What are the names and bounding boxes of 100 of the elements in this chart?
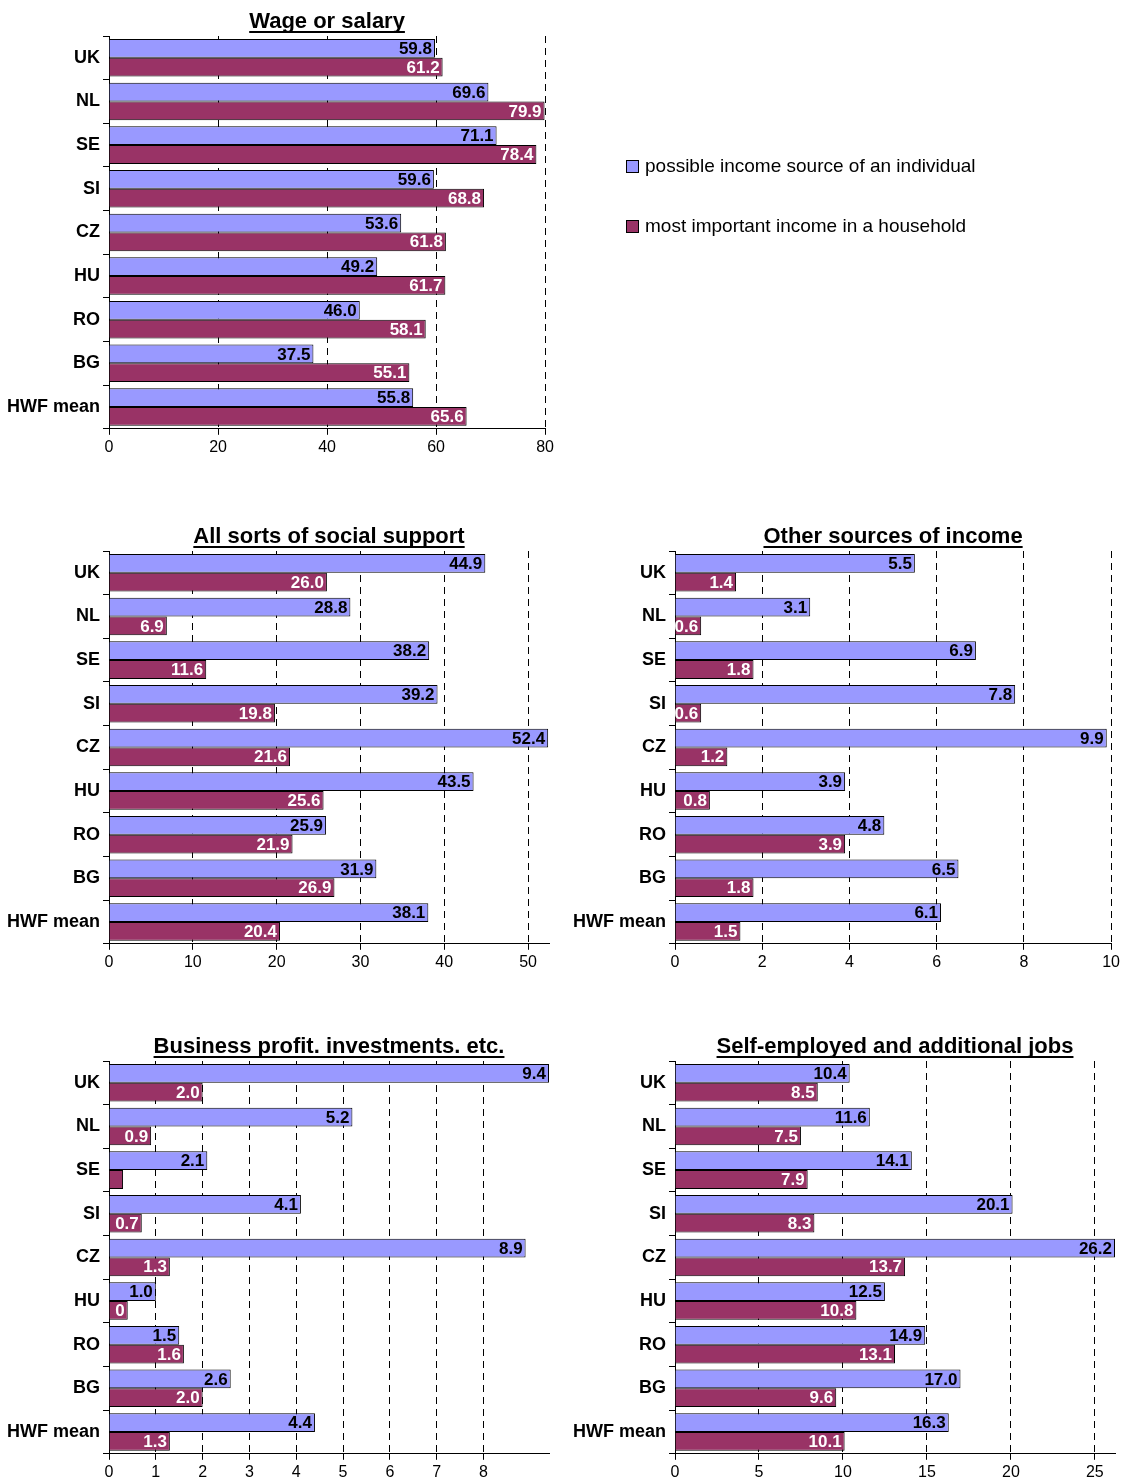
data-label: 71.1 — [460, 126, 494, 146]
data-label: 26.9 — [298, 878, 332, 898]
x-tick-label: 8 — [1019, 952, 1029, 970]
data-label: 6.9 — [949, 641, 973, 661]
x-tick-label: 25 — [1085, 1462, 1104, 1480]
data-label: 20.1 — [976, 1195, 1010, 1215]
x-tick-label: 2 — [757, 952, 767, 970]
data-label: 61.2 — [406, 57, 440, 77]
x-tick-label: 6 — [932, 952, 942, 970]
x-tick-label: 6 — [385, 1462, 395, 1480]
data-label: 10.4 — [813, 1064, 848, 1084]
y-tick-label: SE — [641, 1159, 667, 1180]
data-label: 10.1 — [808, 1432, 842, 1452]
data-label: 25.9 — [289, 815, 324, 835]
data-label: 52.4 — [512, 728, 546, 748]
x-tick-label: 10 — [183, 952, 202, 970]
x-tick-label: 10 — [1102, 952, 1121, 970]
data-label: 0 — [115, 1301, 125, 1321]
x-tick-label: 2 — [198, 1462, 208, 1480]
y-tick-label: BG — [73, 867, 101, 888]
data-label: 4.1 — [274, 1195, 298, 1215]
x-tick-label: 5 — [754, 1462, 764, 1480]
y-tick-label: UK — [74, 1071, 101, 1092]
y-tick-label: RO — [639, 1333, 667, 1354]
data-label: 10.8 — [820, 1301, 854, 1321]
data-label: 6.5 — [931, 859, 956, 879]
data-label: 8.9 — [498, 1238, 523, 1258]
data-label: 26.0 — [290, 572, 324, 592]
y-tick-label: BG — [639, 867, 667, 888]
data-label: 1.4 — [709, 572, 734, 592]
data-label: 3.9 — [818, 772, 843, 792]
x-tick-label: 5 — [338, 1462, 348, 1480]
data-label: 3.1 — [783, 597, 808, 617]
chart-title: Wage or salary — [249, 8, 406, 33]
x-tick-label: 80 — [536, 437, 555, 455]
data-label: 14.9 — [889, 1325, 923, 1345]
y-tick-label: HWF mean — [572, 910, 667, 931]
data-label: 0.9 — [124, 1126, 149, 1146]
y-tick-label: NL — [642, 1115, 667, 1136]
data-label: 17.0 — [924, 1369, 958, 1389]
y-tick-label: SE — [75, 649, 101, 670]
data-label: 44.9 — [449, 554, 483, 574]
data-label: 28.8 — [314, 597, 348, 617]
x-tick-label: 20 — [209, 437, 228, 455]
data-label: 1.3 — [143, 1257, 167, 1277]
x-tick-label: 20 — [1001, 1462, 1020, 1480]
x-tick-label: 7 — [432, 1462, 442, 1480]
x-tick-label: 40 — [435, 952, 454, 970]
data-label: 26.2 — [1078, 1238, 1112, 1258]
y-tick-label: HU — [74, 265, 101, 286]
data-label: 59.6 — [397, 170, 431, 190]
data-label: 13.7 — [868, 1257, 903, 1277]
y-tick-label: RO — [73, 308, 101, 329]
x-tick-label: 40 — [318, 437, 337, 455]
y-tick-label: RO — [73, 1333, 101, 1354]
chart-title: Business profit. investments. etc. — [153, 1033, 505, 1058]
data-label: 43.5 — [437, 772, 471, 792]
data-label: 19.8 — [238, 703, 272, 723]
data-label: 20.4 — [243, 922, 278, 942]
x-tick-label: 0 — [104, 437, 114, 455]
data-label: 69.6 — [452, 82, 486, 102]
data-label: 1.8 — [726, 660, 751, 680]
x-tick-label: 50 — [519, 952, 538, 970]
data-label: 49.2 — [341, 257, 375, 277]
data-label: 65.6 — [430, 407, 464, 427]
y-tick-label: HWF mean — [6, 1420, 101, 1441]
data-label: 61.7 — [409, 276, 443, 296]
data-label: 2.1 — [180, 1151, 205, 1171]
y-tick-label: HU — [74, 780, 101, 801]
data-label: 78.4 — [500, 145, 534, 165]
y-tick-label: SE — [75, 1159, 101, 1180]
x-tick-label: 3 — [244, 1462, 254, 1480]
data-label: 2.0 — [175, 1388, 200, 1408]
data-label: 59.8 — [398, 39, 432, 59]
y-tick-label: SI — [82, 1202, 101, 1223]
x-tick-label: 10 — [834, 1462, 852, 1480]
y-tick-label: HWF mean — [572, 1420, 667, 1441]
data-label: 46.0 — [323, 300, 357, 320]
y-tick-label: BG — [73, 1377, 101, 1398]
data-label: 7.8 — [988, 685, 1013, 705]
legend-label: most important income in a household — [645, 215, 967, 237]
x-tick-label: 15 — [918, 1462, 936, 1480]
data-label: 13.1 — [858, 1344, 892, 1364]
y-tick-label: RO — [639, 823, 667, 844]
y-tick-label: NL — [76, 605, 101, 626]
data-label: 8.5 — [791, 1082, 815, 1102]
data-label: 4.8 — [857, 815, 882, 835]
data-label: 5.2 — [325, 1107, 350, 1127]
x-tick-label: 0 — [670, 952, 680, 970]
data-label: 0.7 — [115, 1213, 139, 1233]
y-tick-label: SI — [648, 1202, 667, 1223]
y-tick-label: HU — [640, 1290, 667, 1311]
y-tick-label: CZ — [642, 736, 667, 757]
data-label: 1.8 — [726, 878, 751, 898]
y-tick-label: CZ — [642, 1246, 667, 1267]
data-label: 2.6 — [204, 1369, 228, 1389]
y-tick-label: UK — [74, 46, 101, 67]
y-tick-label: BG — [73, 352, 101, 373]
data-label: 4.4 — [288, 1413, 313, 1433]
x-tick-label: 8 — [479, 1462, 489, 1480]
